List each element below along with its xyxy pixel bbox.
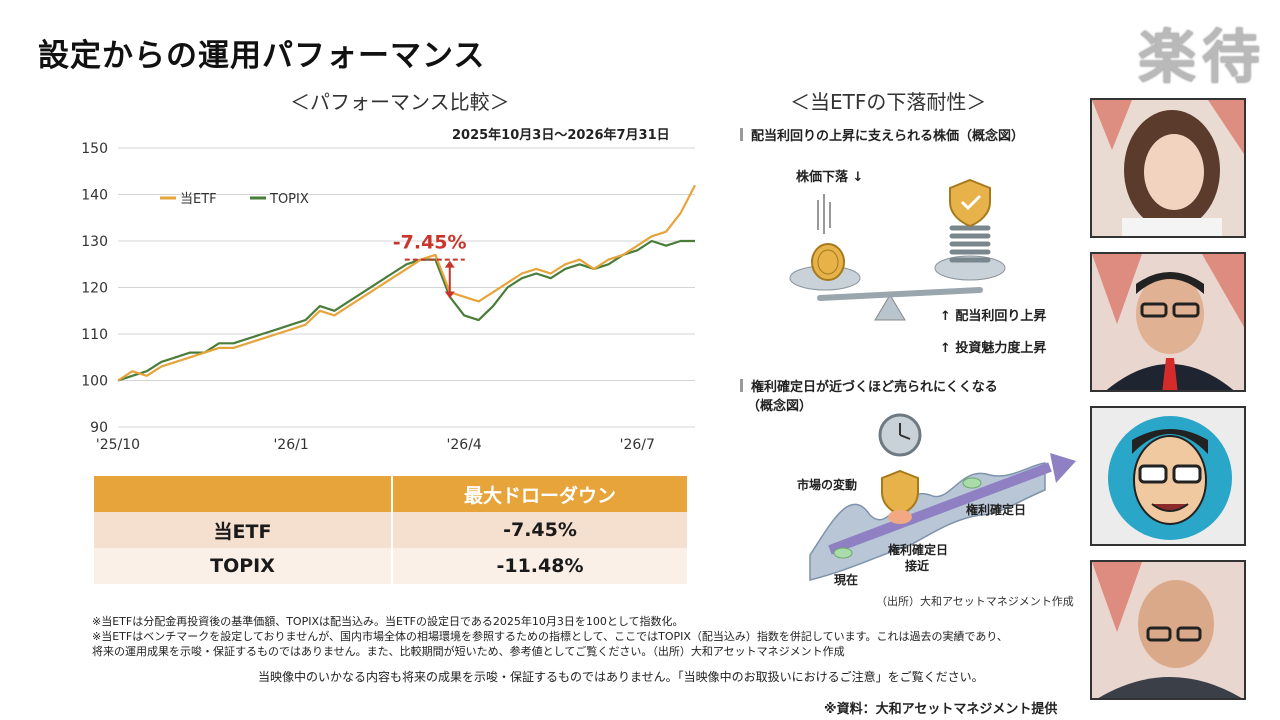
person-avatar [1092,100,1244,236]
seesaw-illustration [789,178,1006,321]
legend-label: 当ETF [180,192,217,207]
clock-icon [878,413,922,457]
y-tick-label: 100 [81,374,108,390]
table-row: TOPIX -11.48% [94,548,687,584]
etf-heading: ＜当ETFの下落耐性＞ [790,90,987,114]
broadcast-logo: 楽待 [1137,23,1266,91]
table-header-row: 最大ドローダウン [94,476,687,512]
coin-icon [811,243,845,281]
illustration-source: （出所）大和アセットマネジメント作成 [876,595,1074,608]
legend-label: TOPIX [269,192,309,207]
glow-icon [888,510,912,524]
video-panel-woman [1090,98,1246,238]
chart-grid [118,147,695,428]
x-axis-ticks: '25/10 '26/1 '26/4 '26/7 [96,437,655,453]
footnote-line: ※当ETFはベンチマークを設定しておりませんが、国内市場全体の相場環境を参照する… [92,630,1008,643]
x-tick-label: '25/10 [96,437,140,453]
disclaimer: 当映像中のいかなる内容も将来の成果を示唆・保証するものではありません。「当映像中… [258,670,984,684]
market-move-label: 市場の変動 [797,478,858,492]
section-title-record-date: 権利確定日が近づくほど売られにくくなる [740,376,998,395]
record-date-label: 権利確定日 [966,503,1027,517]
trend-arrow-icon [828,453,1076,555]
x-tick-label: '26/7 [620,437,655,453]
footnote-line: ※当ETFは分配金再投資後の基準価額、TOPIXは配当込み。当ETFの設定日であ… [92,615,684,628]
record-near-label-2: 接近 [905,559,930,573]
table-header-cell [94,476,393,512]
point-now-icon [833,547,853,559]
arrow-head-bottom [444,291,455,299]
person-avatar [1092,562,1244,698]
series-line-etf [117,184,696,382]
table-row: 当ETF -7.45% [94,512,687,548]
y-tick-label: 110 [81,327,108,343]
video-panel-caricature [1090,406,1246,546]
section-bar [740,128,743,141]
table-cell-value: -7.45% [392,512,687,548]
now-label: 現在 [834,573,859,587]
footnotes: ※当ETFは分配金再投資後の基準価額、TOPIXは配当込み。当ETFの設定日であ… [92,614,1082,659]
footnote-line: 将来の運用成果を示唆・保証するものではありません。また、比較期間が短いため、参考… [92,645,845,658]
table-cell-label: 当ETF [94,512,393,548]
video-panel-man-glasses [1090,252,1246,392]
table-header-cell: 最大ドローダウン [392,476,687,512]
arrow-head-top [444,260,455,268]
person-avatar [1092,254,1244,390]
y-axis-ticks: 90 100 110 120 130 140 150 [81,141,108,436]
x-tick-label: '26/1 [273,437,308,453]
page-title: 設定からの運用パフォーマンス [38,38,486,74]
y-tick-label: 150 [81,141,108,157]
record-date-illustration [809,413,1076,581]
source-credit: ※資料：大和アセットマネジメント提供 [824,702,1058,717]
video-panel-man-bald [1090,560,1246,700]
y-tick-label: 130 [81,234,108,250]
section-bar [740,379,743,392]
falling-lines-icon [817,194,831,234]
price-down-label: 株価下落 ↓ [796,170,864,185]
chart-legend: 当ETF TOPIX [160,192,309,207]
shield-check-icon [949,178,991,228]
table-cell-value: -11.48% [392,548,687,584]
y-tick-label: 120 [81,281,108,297]
record-near-label-1: 権利確定日 [888,543,949,557]
chart-lines [117,184,696,382]
caricature-avatar [1092,408,1244,544]
chart-heading: ＜パフォーマンス比較＞ [290,90,510,114]
table-cell-label: TOPIX [94,548,393,584]
series-line-topix [117,239,695,382]
performance-line-chart: 90 100 110 120 130 140 150 '25/10 '26/1 '26/4 '26… [81,141,696,453]
section-title-dividend: 配当利回りの上昇に支えられる株価（概念図） [740,125,1024,144]
yield-up-label: ↑ 配当利回り上昇 [940,309,1047,324]
spring-icon [949,225,991,263]
section-title-record-date-sub: （概念図） [747,399,813,414]
drawdown-table: 最大ドローダウン 当ETF -7.45% TOPIX -11.48% [94,476,687,584]
appeal-up-label: ↑ 投資魅力度上昇 [940,341,1047,356]
y-tick-label: 90 [90,420,108,436]
chart-period: 2025年10月3日～2026年7月31日 [452,128,670,143]
point-record-icon [962,477,982,489]
y-tick-label: 140 [81,188,108,204]
x-tick-label: '26/4 [447,437,482,453]
drawdown-annotation: -7.45% [393,232,467,299]
drawdown-value-label: -7.45% [393,232,467,254]
